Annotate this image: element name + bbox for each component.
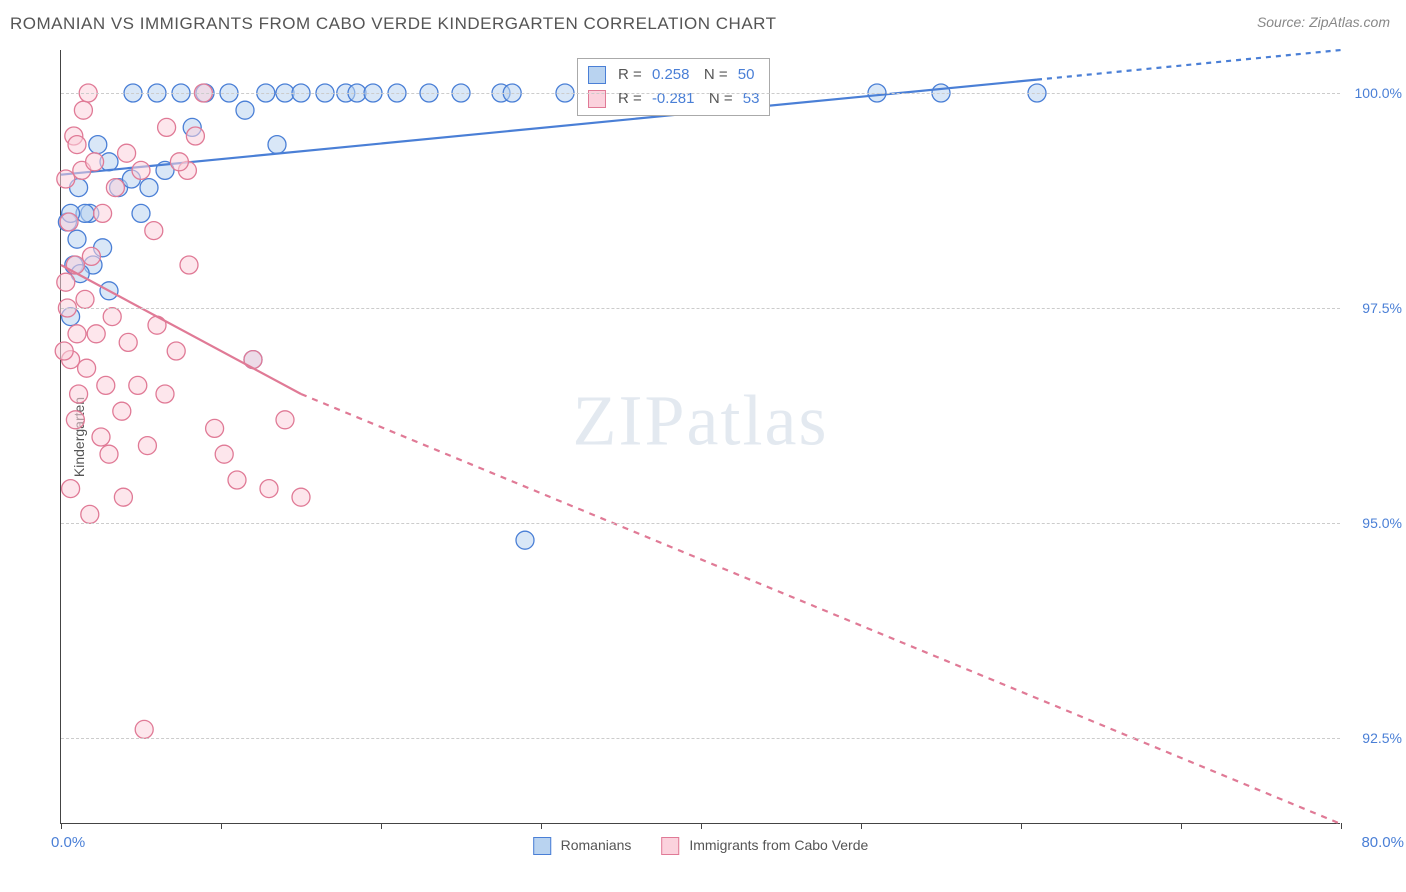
data-point — [68, 325, 86, 343]
data-point — [57, 170, 75, 188]
chart-svg — [61, 50, 1340, 823]
x-tick-mark — [861, 823, 862, 829]
x-tick-mark — [1181, 823, 1182, 829]
data-point — [92, 428, 110, 446]
data-point — [170, 153, 188, 171]
data-point — [106, 179, 124, 197]
data-point — [138, 437, 156, 455]
data-point — [180, 256, 198, 274]
x-tick-mark — [61, 823, 62, 829]
data-point — [78, 359, 96, 377]
data-point — [268, 136, 286, 154]
data-point — [94, 204, 112, 222]
data-point — [186, 127, 204, 145]
data-point — [57, 273, 75, 291]
plot-area: Kindergarten ZIPatlas R = 0.258 N = 50 R… — [60, 50, 1340, 824]
grid-line — [61, 738, 1340, 739]
y-tick-label: 92.5% — [1348, 730, 1402, 746]
data-point — [132, 161, 150, 179]
data-point — [215, 445, 233, 463]
x-min-label: 0.0% — [51, 834, 85, 851]
r-value-b: -0.281 — [652, 87, 695, 111]
data-point — [260, 480, 278, 498]
data-point — [97, 376, 115, 394]
x-tick-mark — [1341, 823, 1342, 829]
legend-item-a: Romanians — [533, 837, 632, 855]
x-tick-mark — [541, 823, 542, 829]
data-point — [100, 445, 118, 463]
data-point — [113, 402, 131, 420]
legend-label-b: Immigrants from Cabo Verde — [689, 837, 868, 853]
grid-line — [61, 308, 1340, 309]
data-point — [206, 419, 224, 437]
data-point — [66, 411, 84, 429]
data-point — [236, 101, 254, 119]
r-value-a: 0.258 — [652, 63, 690, 87]
data-point — [140, 179, 158, 197]
y-tick-label: 95.0% — [1348, 515, 1402, 531]
data-point — [74, 101, 92, 119]
legend-swatch-a — [533, 837, 551, 855]
grid-line — [61, 93, 1340, 94]
legend-row-series-a: R = 0.258 N = 50 — [588, 63, 759, 87]
data-point — [82, 247, 100, 265]
chart-title: ROMANIAN VS IMMIGRANTS FROM CABO VERDE K… — [10, 14, 777, 34]
data-point — [89, 136, 107, 154]
data-point — [292, 488, 310, 506]
legend-label-a: Romanians — [561, 837, 632, 853]
data-point — [167, 342, 185, 360]
x-tick-mark — [701, 823, 702, 829]
trend-line — [1037, 50, 1341, 80]
x-max-label: 80.0% — [1361, 834, 1404, 851]
data-point — [70, 385, 88, 403]
data-point — [145, 222, 163, 240]
data-point — [135, 720, 153, 738]
data-point — [76, 290, 94, 308]
x-tick-mark — [221, 823, 222, 829]
data-point — [68, 230, 86, 248]
swatch-series-a — [588, 66, 606, 84]
data-point — [516, 531, 534, 549]
correlation-legend: R = 0.258 N = 50 R = -0.281 N = 53 — [577, 58, 770, 116]
data-point — [68, 136, 86, 154]
data-point — [55, 342, 73, 360]
data-point — [156, 385, 174, 403]
trend-line — [301, 394, 1341, 824]
data-point — [132, 204, 150, 222]
data-point — [81, 505, 99, 523]
y-tick-label: 97.5% — [1348, 300, 1402, 316]
data-point — [228, 471, 246, 489]
data-point — [86, 153, 104, 171]
n-value-b: 53 — [743, 87, 760, 111]
data-point — [129, 376, 147, 394]
grid-line — [61, 523, 1340, 524]
n-value-a: 50 — [738, 63, 755, 87]
x-tick-mark — [1021, 823, 1022, 829]
data-point — [66, 256, 84, 274]
data-point — [103, 308, 121, 326]
series-legend: Romanians Immigrants from Cabo Verde — [533, 837, 869, 855]
data-point — [119, 333, 137, 351]
source-attribution: Source: ZipAtlas.com — [1257, 14, 1390, 30]
data-point — [114, 488, 132, 506]
x-tick-mark — [381, 823, 382, 829]
legend-row-series-b: R = -0.281 N = 53 — [588, 87, 759, 111]
data-point — [276, 411, 294, 429]
y-tick-label: 100.0% — [1348, 85, 1402, 101]
data-point — [60, 213, 78, 231]
legend-item-b: Immigrants from Cabo Verde — [661, 837, 868, 855]
data-point — [62, 480, 80, 498]
data-point — [158, 118, 176, 136]
legend-swatch-b — [661, 837, 679, 855]
data-point — [87, 325, 105, 343]
data-point — [118, 144, 136, 162]
